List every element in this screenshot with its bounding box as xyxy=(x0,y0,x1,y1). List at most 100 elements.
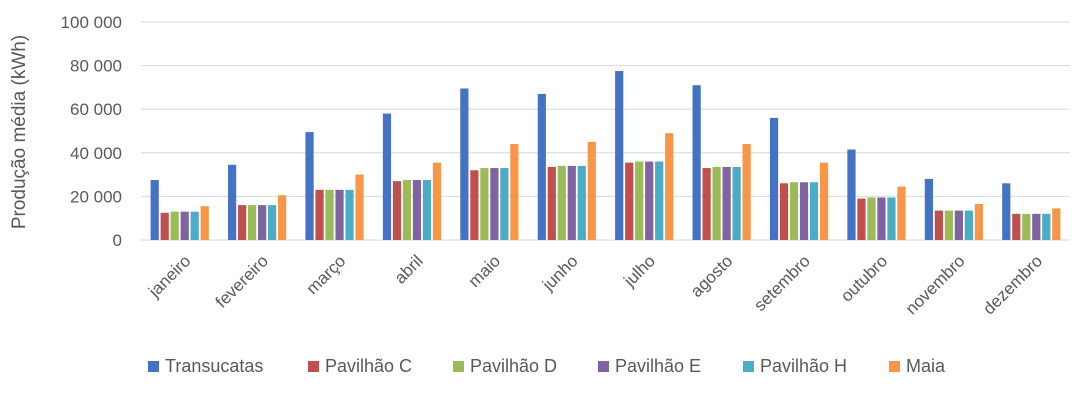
bar xyxy=(712,166,721,240)
bar xyxy=(1012,213,1021,240)
y-tick-label: 20 000 xyxy=(70,187,122,206)
bar xyxy=(587,141,596,240)
x-tick-label: outubro xyxy=(837,251,891,305)
bar xyxy=(278,195,287,240)
legend-label: Pavilhão H xyxy=(760,356,847,376)
legend: Transucatas Pavilhão C Pavilhão D Pavilhão … xyxy=(148,356,946,376)
bar xyxy=(635,161,644,240)
bar xyxy=(490,168,499,240)
bar xyxy=(335,189,344,240)
bar xyxy=(732,166,741,240)
bar xyxy=(645,161,654,240)
y-tick-label: 40 000 xyxy=(70,144,122,163)
legend-label: Pavilhão E xyxy=(615,356,701,376)
bar xyxy=(897,186,906,240)
bar xyxy=(819,162,829,240)
x-axis-ticks: janeiro fevereiro março abril maio junho julho… xyxy=(144,251,1046,318)
bar xyxy=(1022,213,1031,240)
bar xyxy=(954,210,963,240)
x-tick-label: março xyxy=(303,251,350,298)
bar xyxy=(769,117,779,240)
bar xyxy=(722,166,731,240)
bar xyxy=(228,164,237,240)
x-tick-label: junho xyxy=(538,251,582,295)
legend-swatch xyxy=(889,361,900,372)
bar xyxy=(500,168,509,240)
bar xyxy=(392,181,402,240)
legend-label: Transucatas xyxy=(165,356,263,376)
bar xyxy=(1042,213,1051,240)
bar xyxy=(460,88,469,241)
bar xyxy=(345,189,354,240)
x-tick-label: setembro xyxy=(750,251,814,315)
bar xyxy=(867,197,876,240)
x-tick-label: fevereiro xyxy=(212,251,272,311)
bar xyxy=(665,133,674,240)
bar xyxy=(402,180,412,240)
bar xyxy=(577,165,586,240)
bars xyxy=(150,71,1061,241)
bar xyxy=(655,161,664,240)
x-tick-label: novembro xyxy=(902,251,969,318)
gridlines xyxy=(141,21,1070,241)
bar xyxy=(258,205,267,240)
bar xyxy=(964,210,973,240)
bar xyxy=(200,206,209,240)
bar xyxy=(325,189,334,240)
y-axis-title: Produção média (kWh) xyxy=(9,35,30,229)
x-tick-label: abril xyxy=(391,251,427,287)
bar xyxy=(692,85,701,240)
bar xyxy=(557,165,566,240)
bar xyxy=(268,205,277,240)
legend-swatch xyxy=(743,361,754,372)
y-tick-label: 0 xyxy=(113,231,122,250)
bar xyxy=(924,178,933,240)
bar xyxy=(510,144,519,240)
x-tick-label: julho xyxy=(619,251,659,291)
y-tick-label: 60 000 xyxy=(70,100,122,119)
bar xyxy=(382,113,392,240)
bar xyxy=(537,93,546,240)
bar xyxy=(160,212,169,240)
bar xyxy=(847,149,856,240)
bar xyxy=(944,210,953,240)
x-tick-label: maio xyxy=(465,251,504,290)
bar xyxy=(248,205,257,240)
bar xyxy=(480,168,489,240)
bar xyxy=(1032,213,1041,240)
legend-label: Maia xyxy=(906,356,946,376)
bar xyxy=(190,211,199,240)
x-tick-label: janeiro xyxy=(144,251,194,301)
bar xyxy=(742,144,751,240)
bar xyxy=(422,180,432,240)
x-tick-label: agosto xyxy=(687,251,737,301)
bar xyxy=(625,162,634,240)
legend-swatch xyxy=(598,361,609,372)
y-tick-label: 80 000 xyxy=(70,57,122,76)
x-tick-label: dezembro xyxy=(979,251,1046,318)
bar xyxy=(789,182,799,240)
legend-label: Pavilhão C xyxy=(325,356,412,376)
y-tick-label: 100 000 xyxy=(61,13,122,32)
legend-swatch xyxy=(453,361,464,372)
bar xyxy=(877,197,886,240)
bar xyxy=(1002,183,1011,240)
legend-swatch xyxy=(148,361,159,372)
bar xyxy=(412,180,422,240)
bar xyxy=(1052,208,1061,240)
bar xyxy=(305,132,314,240)
bar xyxy=(809,182,819,240)
bar xyxy=(702,168,711,240)
legend-swatch xyxy=(308,361,319,372)
bar xyxy=(432,162,442,240)
bar xyxy=(238,205,247,240)
bar xyxy=(170,211,179,240)
bar xyxy=(887,197,896,240)
bar xyxy=(470,170,479,240)
bar xyxy=(615,71,624,240)
bar xyxy=(857,198,866,240)
bar xyxy=(547,166,556,240)
bar xyxy=(315,189,324,240)
y-axis-ticks: 0 20 000 40 000 60 000 80 000 100 000 xyxy=(61,13,122,250)
